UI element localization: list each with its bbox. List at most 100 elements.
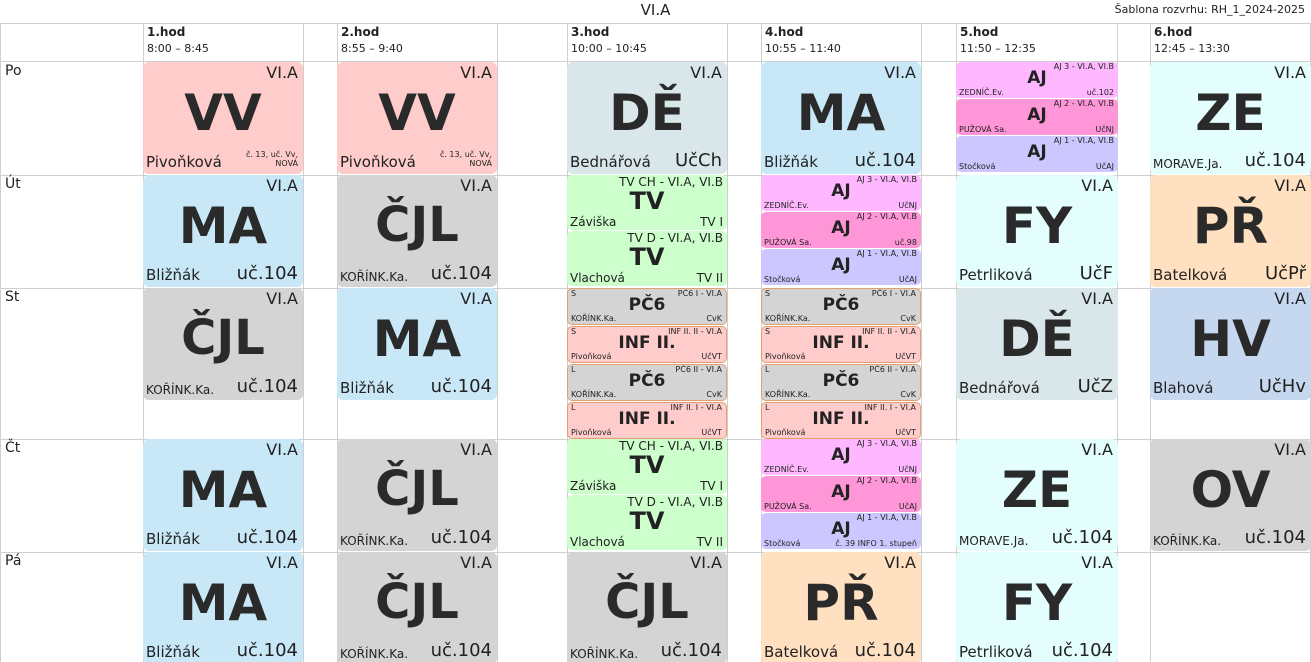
lesson-group-teacher: ZEDNÍČ.Ev. [959, 88, 1004, 97]
lesson-teacher: Pivoňková [146, 153, 222, 171]
lesson-class: VI.A [460, 63, 492, 82]
lesson-card[interactable]: VI.A ČJL KOŘÍNK.Ka. uč.104 [337, 175, 497, 287]
lesson-subject: MA [178, 574, 268, 632]
lesson-group-card[interactable]: S INF II. II - VI.A INF II. Pivoňková UčVT [761, 326, 921, 363]
lesson-group-class: AJ 3 - VI.A, VI.B [856, 175, 917, 184]
lesson-group-card[interactable]: AJ 3 - VI.A, VI.B AJ ZEDNÍČ.Ev. UčNJ [761, 175, 921, 211]
lesson-group-card[interactable]: AJ 1 - VI.A, VI.B AJ Stočková č. 39 INFO 1.… [761, 513, 921, 549]
lesson-card[interactable]: VI.A MA Bližňák uč.104 [143, 552, 303, 662]
lesson-group-room: UčVT [701, 428, 722, 437]
lesson-room: uč.104 [1051, 527, 1113, 548]
lesson-group-card[interactable]: S PČ6 I - VI.A PČ6 KOŘÍNK.Ka. CvK [761, 288, 921, 325]
lesson-group-class: PČ6 I - VI.A [871, 289, 916, 298]
lesson-group-card[interactable]: AJ 2 - VI.A, VI.B AJ PUŽOVÁ Sa. UčAJ [761, 476, 921, 512]
lesson-group-card[interactable]: L INF II. I - VI.A INF II. Pivoňková UčVT [567, 402, 727, 439]
lesson-class: VI.A [266, 176, 298, 195]
lesson-card[interactable]: VI.A FY Petrliková UčF [956, 175, 1118, 287]
lesson-group-side: S [571, 289, 577, 298]
lesson-group-subject: INF II. [812, 333, 870, 353]
lesson-subject: ČJL [181, 310, 265, 366]
lesson-group-card[interactable]: TV CH - VI.A, VI.B TV Záviška TV I [567, 175, 727, 230]
grid-line-vertical [921, 23, 922, 662]
lesson-group-card[interactable]: TV D - VI.A, VI.B TV Vlachová TV II [567, 231, 727, 286]
lesson-card[interactable]: VI.A FY Petrliková uč.104 [956, 552, 1118, 662]
lesson-room: UčPř [1264, 263, 1306, 284]
lesson-room: uč.104 [660, 640, 722, 661]
lesson-teacher: Pivoňková [340, 153, 416, 171]
lesson-group-room: TV I [700, 479, 723, 493]
lesson-group-card[interactable]: AJ 3 - VI.A, VI.B AJ ZEDNÍČ.Ev. UčNJ [761, 439, 921, 475]
lesson-group-card[interactable]: TV CH - VI.A, VI.B TV Záviška TV I [567, 439, 727, 494]
lesson-class: VI.A [266, 440, 298, 459]
lesson-card[interactable]: VI.A PŘ Batelková uč.104 [761, 552, 921, 662]
lesson-card[interactable]: VI.A VV Pivoňková č. 13, uč. Vv, NOVÁ [337, 62, 497, 174]
lesson-card[interactable]: VI.A VV Pivoňková č. 13, uč. Vv, NOVÁ [143, 62, 303, 174]
lesson-group-subject: PČ6 [628, 295, 666, 315]
grid-line-vertical [0, 23, 1, 662]
lesson-card[interactable]: VI.A PŘ Batelková UčPř [1150, 175, 1311, 287]
lesson-card[interactable]: VI.A ČJL KOŘÍNK.Ka. uč.104 [337, 439, 497, 551]
lesson-group-teacher: Záviška [570, 215, 617, 229]
lesson-group-teacher: Stočková [764, 539, 801, 548]
lesson-group-class: TV CH - VI.A, VI.B [619, 175, 723, 189]
lesson-group-subject: AJ [831, 445, 851, 465]
lesson-group-card[interactable]: AJ 1 - VI.A, VI.B AJ Stočková UčAJ [956, 136, 1118, 172]
lesson-card[interactable]: VI.A ČJL KOŘÍNK.Ka. uč.104 [337, 552, 497, 662]
lesson-group-teacher: Stočková [764, 275, 801, 284]
lesson-teacher: Petrliková [959, 643, 1033, 661]
lesson-room: uč.104 [430, 376, 492, 397]
day-label: St [5, 289, 20, 305]
lesson-card[interactable]: VI.A MA Bližňák uč.104 [761, 62, 921, 174]
period-time: 12:45 – 13:30 [1154, 42, 1230, 55]
lesson-room: uč.104 [854, 150, 916, 171]
lesson-group-teacher: ZEDNÍČ.Ev. [764, 465, 809, 474]
lesson-teacher: MORAVE.Ja. [1153, 157, 1223, 171]
lesson-card[interactable]: VI.A ZE MORAVE.Ja. uč.104 [1150, 62, 1311, 174]
lesson-group-card[interactable]: S INF II. II - VI.A INF II. Pivoňková UčVT [567, 326, 727, 363]
lesson-card[interactable]: VI.A DĚ Bednářová UčCh [567, 62, 727, 174]
lesson-group-card[interactable]: L PČ6 II - VI.A PČ6 KOŘÍNK.Ka. CvK [761, 364, 921, 401]
day-label: Út [5, 176, 21, 192]
lesson-group-class: PČ6 II - VI.A [869, 365, 916, 374]
lesson-group-class: INF II. I - VI.A [670, 403, 722, 412]
lesson-group-card[interactable]: L INF II. I - VI.A INF II. Pivoňková UčVT [761, 402, 921, 439]
lesson-card[interactable]: VI.A ZE MORAVE.Ja. uč.104 [956, 439, 1118, 551]
lesson-group-teacher: Vlachová [570, 271, 625, 285]
lesson-teacher: Bližňák [764, 153, 818, 171]
lesson-card[interactable]: VI.A MA Bližňák uč.104 [337, 288, 497, 400]
lesson-group-teacher: KOŘÍNK.Ka. [571, 390, 617, 399]
lesson-group-teacher: Vlachová [570, 535, 625, 549]
lesson-room: uč.104 [236, 263, 298, 284]
lesson-card[interactable]: VI.A MA Bližňák uč.104 [143, 175, 303, 287]
lesson-card[interactable]: VI.A MA Bližňák uč.104 [143, 439, 303, 551]
lesson-group-room: TV I [700, 215, 723, 229]
lesson-card[interactable]: VI.A ČJL KOŘÍNK.Ka. uč.104 [143, 288, 303, 400]
lesson-subject: MA [372, 310, 462, 368]
lesson-room: uč.104 [430, 527, 492, 548]
lesson-group-room: uč.102 [1086, 88, 1114, 97]
lesson-group-room: č. 39 INFO 1. stupeň [835, 539, 917, 548]
lesson-group-class: AJ 1 - VI.A, VI.B [856, 513, 917, 522]
lesson-class: VI.A [460, 440, 492, 459]
lesson-card[interactable]: VI.A OV KOŘÍNK.Ka. uč.104 [1150, 439, 1311, 551]
lesson-group-card[interactable]: AJ 2 - VI.A, VI.B AJ PUŽOVÁ Sa. uč.98 [761, 212, 921, 248]
lesson-room: UčZ [1077, 376, 1113, 397]
lesson-teacher: Bližňák [146, 643, 200, 661]
lesson-subject: MA [178, 197, 268, 255]
lesson-group-class: INF II. II - VI.A [862, 327, 916, 336]
lesson-group-card[interactable]: S PČ6 I - VI.A PČ6 KOŘÍNK.Ka. CvK [567, 288, 727, 325]
lesson-group-card[interactable]: TV D - VI.A, VI.B TV Vlachová TV II [567, 495, 727, 550]
lesson-card[interactable]: VI.A ČJL KOŘÍNK.Ka. uč.104 [567, 552, 727, 662]
lesson-group-card[interactable]: AJ 3 - VI.A, VI.B AJ ZEDNÍČ.Ev. uč.102 [956, 62, 1118, 98]
lesson-group-room: CvK [706, 314, 722, 323]
lesson-group-subject: AJ [831, 255, 851, 275]
lesson-card[interactable]: VI.A DĚ Bednářová UčZ [956, 288, 1118, 400]
period-header: 2.hod 8:55 – 9:40 [337, 23, 497, 61]
lesson-group-card[interactable]: L PČ6 II - VI.A PČ6 KOŘÍNK.Ka. CvK [567, 364, 727, 401]
lesson-class: VI.A [460, 289, 492, 308]
lesson-group-card[interactable]: AJ 1 - VI.A, VI.B AJ Stočková UčAJ [761, 249, 921, 285]
lesson-group-card[interactable]: AJ 2 - VI.A, VI.B AJ PUŽOVÁ Sa. UčNJ [956, 99, 1118, 135]
lesson-teacher: MORAVE.Ja. [959, 534, 1029, 548]
lesson-teacher: Bližňák [146, 266, 200, 284]
lesson-card[interactable]: VI.A HV Blahová UčHv [1150, 288, 1311, 400]
